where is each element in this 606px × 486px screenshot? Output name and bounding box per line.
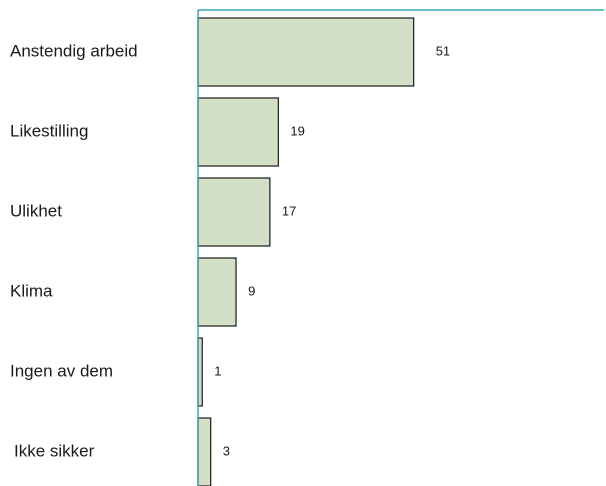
category-label-0: Anstendig arbeid [10,41,138,60]
value-label-4: 1 [214,363,221,378]
bar-5 [197,417,212,486]
bars-group [197,17,415,486]
category-label-5: Ikke sikker [14,441,95,460]
category-label-3: Klima [10,281,53,300]
value-label-2: 17 [282,203,296,218]
value-label-0: 51 [436,43,450,58]
value-label-3: 9 [248,283,255,298]
value-label-5: 3 [223,443,230,458]
value-label-1: 19 [290,123,304,138]
category-label-1: Likestilling [10,121,88,140]
category-label-4: Ingen av dem [10,361,113,380]
bar-2 [197,177,271,247]
category-labels-group: Anstendig arbeid Likestilling Ulikhet Klima… [10,41,138,460]
bar-0 [197,17,415,87]
bar-1 [197,97,279,167]
value-labels-group: 51 19 17 9 1 3 [214,43,450,458]
category-label-2: Ulikhet [10,201,62,220]
bar-3 [197,257,237,327]
